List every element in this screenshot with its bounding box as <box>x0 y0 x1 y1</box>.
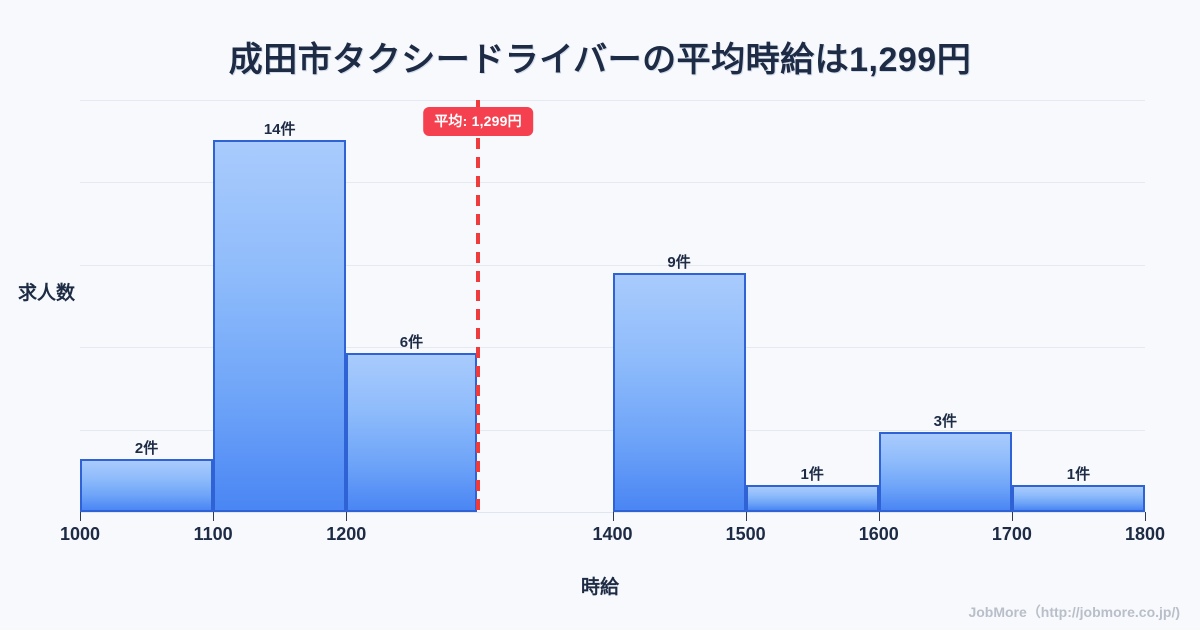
gridline-0 <box>80 100 1145 101</box>
y-axis-title: 求人数 <box>18 283 76 304</box>
x-tick <box>1011 512 1013 521</box>
x-tick <box>346 512 348 521</box>
page-title: 成田市タクシードライバーの平均時給は1,299円 <box>228 41 972 79</box>
x-tick-label: 1100 <box>193 524 233 544</box>
x-tick-label: 1400 <box>592 524 633 544</box>
x-tick <box>80 512 81 521</box>
bar-value-label: 14件 <box>263 120 296 138</box>
x-tick-label: 1200 <box>326 524 367 544</box>
x-tick <box>213 512 215 521</box>
bar[interactable] <box>745 485 879 512</box>
average-badge: 平均: 1,299円 <box>423 107 533 136</box>
bar-value-label: 9件 <box>667 253 691 271</box>
x-axis-title: 時給 <box>580 577 619 598</box>
bar-value-label: 1件 <box>1066 466 1091 484</box>
bar[interactable] <box>612 272 746 512</box>
x-tick <box>878 512 880 521</box>
x-tick-label: 1700 <box>991 524 1032 544</box>
bar-value-label: 6件 <box>399 333 424 351</box>
footer-credit: JobMore（http://jobmore.co.jp/) <box>968 604 1180 620</box>
average-line <box>476 100 481 512</box>
x-tick <box>745 512 747 521</box>
plot-area <box>80 100 1145 512</box>
bar-value-label: 2件 <box>134 439 159 457</box>
x-tick-label: 1600 <box>858 524 899 544</box>
bar[interactable] <box>80 458 214 512</box>
x-tick-label: 1500 <box>725 524 766 544</box>
bar[interactable] <box>878 432 1012 512</box>
x-tick <box>612 512 614 521</box>
bar[interactable] <box>213 139 347 512</box>
x-tick-label: 1800 <box>1124 524 1166 544</box>
bar[interactable] <box>346 352 477 512</box>
bar-value-label: 1件 <box>800 466 824 484</box>
bar-value-label: 3件 <box>933 413 957 431</box>
bar[interactable] <box>1011 485 1145 512</box>
x-tick-label: 1000 <box>59 524 101 544</box>
x-tick <box>1145 512 1146 521</box>
